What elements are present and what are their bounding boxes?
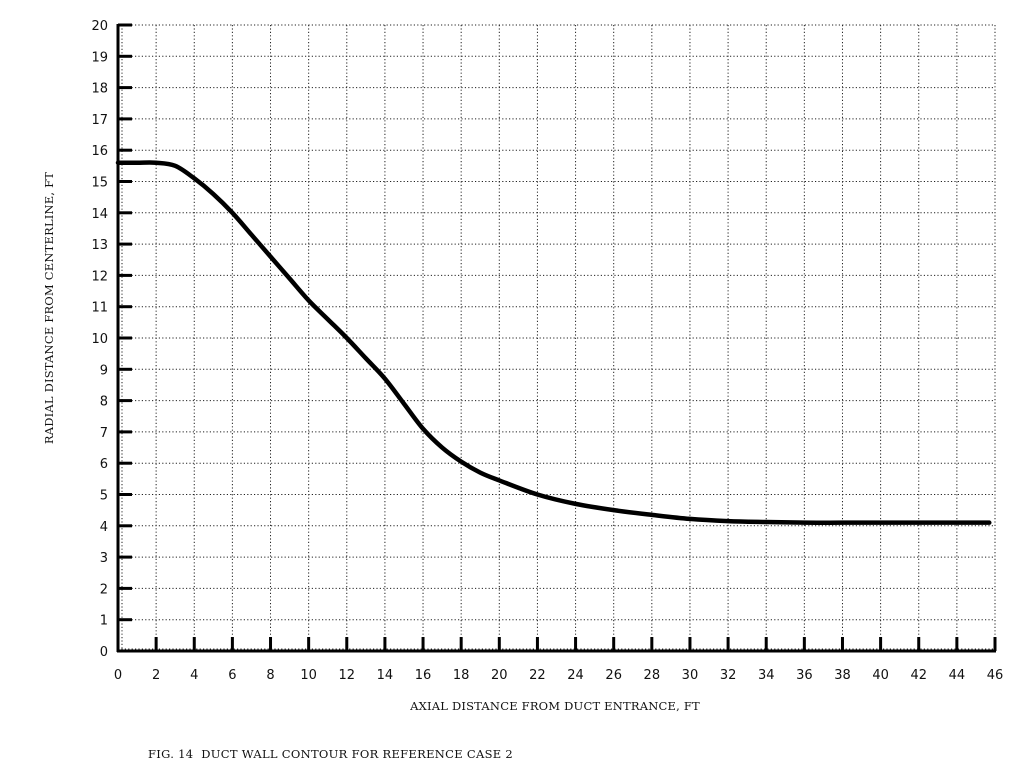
x-tick-label: 42 xyxy=(910,668,927,683)
x-axis-title: AXIAL DISTANCE FROM DUCT ENTRANCE, FT xyxy=(409,699,700,713)
x-tick-label: 38 xyxy=(834,668,851,683)
x-tick-label: 14 xyxy=(377,668,394,683)
y-tick-label: 4 xyxy=(100,520,108,535)
y-tick-label: 9 xyxy=(100,363,108,378)
x-tick-label: 4 xyxy=(190,668,198,683)
x-tick-label: 34 xyxy=(758,668,775,683)
x-tick-label: 32 xyxy=(720,668,737,683)
x-tick-label: 18 xyxy=(453,668,470,683)
x-tick-label: 28 xyxy=(644,668,661,683)
x-tick-label: 40 xyxy=(872,668,889,683)
x-tick-label: 10 xyxy=(300,668,317,683)
x-tick-label: 36 xyxy=(796,668,813,683)
y-tick-label: 8 xyxy=(100,395,108,410)
y-tick-label: 2 xyxy=(100,582,108,597)
x-tick-label: 22 xyxy=(529,668,546,683)
x-tick-label: 24 xyxy=(567,668,584,683)
x-tick-label: 8 xyxy=(266,668,274,683)
x-tick-label: 2 xyxy=(152,668,160,683)
y-tick-label: 5 xyxy=(100,489,108,504)
y-tick-label: 20 xyxy=(91,19,108,34)
x-tick-label: 44 xyxy=(949,668,966,683)
grid-lines xyxy=(118,24,996,651)
x-tick-label: 6 xyxy=(228,668,236,683)
duct-wall-contour-line xyxy=(115,160,992,525)
x-tick-label: 12 xyxy=(339,668,356,683)
y-tick-label: 10 xyxy=(91,332,108,347)
axes xyxy=(116,24,996,653)
y-tick-label: 17 xyxy=(91,113,108,128)
y-tick-label: 6 xyxy=(100,457,108,472)
y-tick-label: 3 xyxy=(100,551,108,566)
y-tick-label: 12 xyxy=(91,269,108,284)
y-tick-label: 13 xyxy=(91,238,108,253)
y-tick-label: 7 xyxy=(100,426,108,441)
y-axis-title: RADIAL DISTANCE FROM CENTERLINE, FT xyxy=(42,172,56,444)
x-tick-label: 0 xyxy=(114,668,122,683)
y-tick-label: 1 xyxy=(100,614,108,629)
x-tick-label: 20 xyxy=(491,668,508,683)
x-tick-label: 30 xyxy=(682,668,699,683)
y-tick-label: 0 xyxy=(100,645,108,660)
y-tick-label: 16 xyxy=(91,144,108,159)
y-tick-label: 18 xyxy=(91,82,108,97)
x-tick-label: 16 xyxy=(415,668,432,683)
x-tick-labels: 0 2 4 6 8 10 12 14 16 18 20 22 24 26 28 30 32 34 36 38 40 42 4… xyxy=(114,668,1003,683)
y-tick-label: 19 xyxy=(91,50,108,65)
tick-marks xyxy=(116,23,997,653)
y-tick-label: 11 xyxy=(91,301,108,316)
y-tick-label: 15 xyxy=(91,176,108,191)
x-tick-label: 26 xyxy=(605,668,622,683)
figure-caption: FIG. 14 DUCT WALL CONTOUR FOR REFERENCE … xyxy=(148,747,514,761)
x-tick-label: 46 xyxy=(987,668,1004,683)
y-tick-label: 14 xyxy=(91,207,108,222)
